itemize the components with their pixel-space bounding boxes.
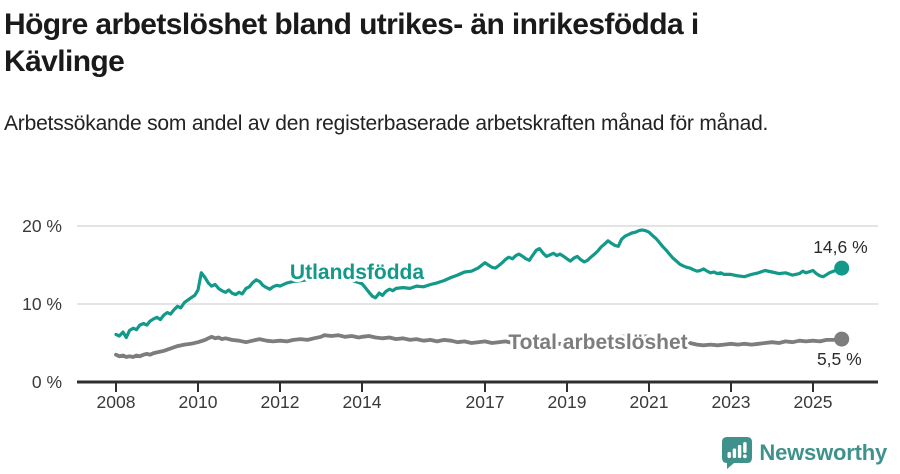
series-end-dot	[834, 260, 850, 276]
chart-subtitle: Arbetssökande som andel av den registerb…	[4, 112, 769, 135]
x-tick-label: 2021	[630, 392, 669, 412]
series-label-utlandsfodda: Utlandsfödda	[290, 261, 424, 284]
x-tick-label: 2010	[179, 392, 218, 412]
x-tick-label: 2008	[97, 392, 136, 412]
series-end-dot	[834, 331, 850, 347]
x-tick-label: 2019	[548, 392, 587, 412]
y-tick-label: 0 %	[32, 372, 62, 392]
x-tick-label: 2017	[466, 392, 505, 412]
brand-footer: Newsworthy	[722, 437, 887, 469]
x-tick-label: 2025	[794, 392, 833, 412]
series-end-value: 5,5 %	[817, 349, 862, 369]
brand-name: Newsworthy	[759, 440, 887, 465]
newsworthy-logo-icon	[722, 437, 753, 469]
x-tick-label: 2012	[261, 392, 300, 412]
line-chart: 2008 2010 2012 2014 2017 2019 2021 2023 2025 0 % 1…	[0, 195, 900, 440]
series-line-total	[114, 333, 844, 359]
line-chart-canvas: 2008 2010 2012 2014 2017 2019 2021 2023 2025 0 % 1…	[22, 216, 878, 412]
series-line-utlandsfodda	[114, 228, 844, 340]
x-tick-label: 2023	[712, 392, 751, 412]
y-tick-label: 10 %	[22, 294, 62, 314]
chart-title: Högre arbetslöshet bland utrikes- än inr…	[4, 8, 699, 78]
series-label-total: Total arbetslöshet	[508, 331, 687, 354]
x-tick-label: 2014	[343, 392, 382, 412]
chart-header: Högre arbetslöshet bland utrikes- än inr…	[4, 6, 884, 138]
series-end-value: 14,6 %	[813, 237, 867, 257]
y-tick-label: 20 %	[22, 216, 62, 236]
